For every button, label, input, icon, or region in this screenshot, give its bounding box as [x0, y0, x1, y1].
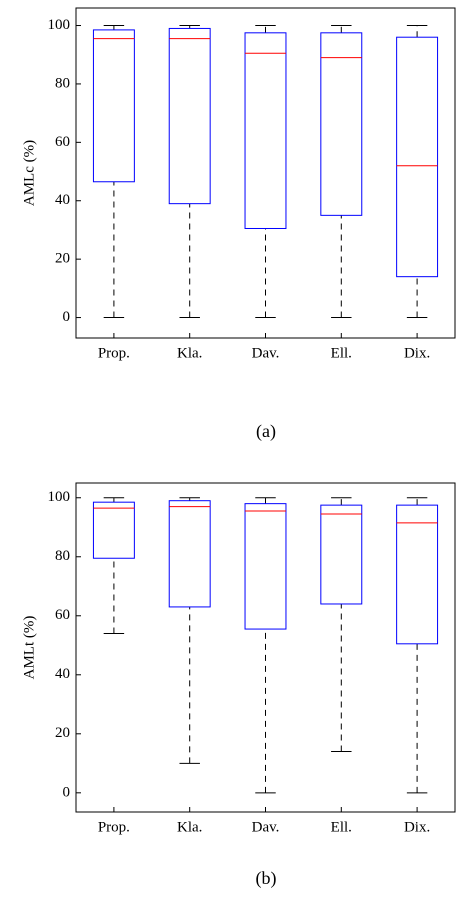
y-tick-label: 20 [55, 251, 70, 267]
y-tick-label: 0 [63, 309, 71, 325]
y-tick-label: 80 [55, 75, 70, 91]
box [396, 504, 439, 645]
box [244, 503, 287, 630]
box [396, 36, 439, 278]
x-tick-label: Dav. [252, 345, 280, 361]
box [244, 32, 287, 229]
y-tick-label: 60 [55, 607, 70, 623]
y-tick-label: 40 [55, 192, 70, 208]
x-tick-label: Ell. [331, 345, 352, 361]
box [92, 29, 135, 183]
x-tick-label: Dix. [404, 819, 430, 835]
x-tick-label: Kla. [177, 819, 202, 835]
y-tick-label: 100 [48, 489, 71, 505]
x-tick-label: Prop. [98, 819, 130, 835]
y-tick-label: 0 [63, 784, 71, 800]
box [320, 504, 363, 605]
x-tick-label: Ell. [331, 819, 352, 835]
x-tick-label: Prop. [98, 345, 130, 361]
caption: (a) [256, 421, 276, 442]
box [168, 27, 211, 205]
axes-frame [75, 7, 456, 339]
caption: (b) [256, 868, 277, 889]
x-tick-label: Dix. [404, 345, 430, 361]
box [92, 501, 135, 559]
y-axis-label: AMLt (%) [21, 616, 37, 680]
y-tick-label: 20 [55, 725, 70, 741]
y-axis-label: AMLc (%) [21, 140, 37, 206]
y-tick-label: 60 [55, 134, 70, 150]
y-tick-label: 100 [48, 17, 71, 33]
box [168, 500, 211, 608]
x-tick-label: Kla. [177, 345, 202, 361]
y-tick-label: 80 [55, 548, 70, 564]
y-tick-label: 40 [55, 666, 70, 682]
x-tick-label: Dav. [252, 819, 280, 835]
box [320, 32, 363, 216]
